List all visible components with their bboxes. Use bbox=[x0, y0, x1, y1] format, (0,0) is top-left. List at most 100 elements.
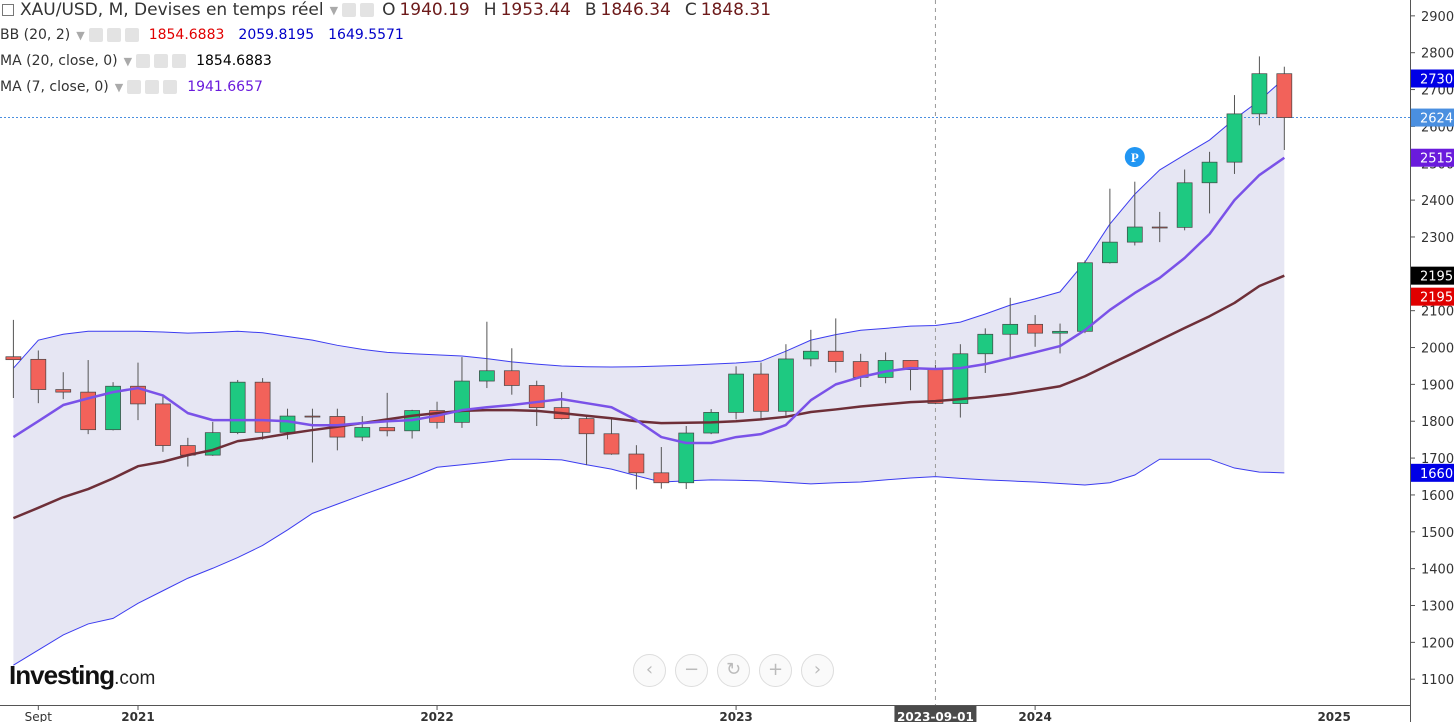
candle-body bbox=[778, 358, 794, 412]
ohlc-letter: O bbox=[382, 0, 396, 20]
candle-body bbox=[279, 415, 296, 433]
caret[interactable]: ▼ bbox=[114, 80, 124, 94]
y-tick-label: 2300 bbox=[1421, 231, 1454, 246]
x-tick-label: 2024 bbox=[1018, 710, 1051, 722]
indicator-value: 1649.5571 bbox=[328, 27, 404, 43]
candle-body bbox=[977, 333, 994, 355]
candle-body bbox=[902, 360, 919, 370]
axis-marker-label: 2195. bbox=[1420, 291, 1454, 306]
candle-body bbox=[528, 385, 545, 408]
indicator-name: MA (20, close, 0) bbox=[0, 53, 118, 69]
candle-body bbox=[229, 381, 246, 434]
x-tick-label: 2022 bbox=[420, 710, 453, 722]
band-lower bbox=[13, 458, 1285, 666]
indicator-row: BB (20, 2) ▼ 1854.6883 2059.8195 1649.557… bbox=[0, 26, 418, 44]
y-tick-label: 1300 bbox=[1421, 599, 1454, 614]
candle-body bbox=[254, 381, 271, 433]
candle-body bbox=[55, 389, 72, 393]
candle-body bbox=[80, 391, 97, 431]
axis-marker-label: 2624. bbox=[1420, 112, 1454, 127]
indicator-value: 1854.6883 bbox=[196, 53, 272, 69]
y-tick-label: 1900 bbox=[1421, 378, 1454, 393]
candle-body bbox=[1077, 262, 1093, 332]
gear-icon[interactable] bbox=[145, 80, 160, 94]
gear-icon[interactable] bbox=[106, 28, 121, 42]
ohlc-value: 1846.34 bbox=[600, 0, 671, 20]
candle-body bbox=[304, 415, 321, 418]
collapse-icon[interactable] bbox=[2, 4, 14, 16]
candle-body bbox=[1226, 113, 1243, 163]
y-tick-label: 2900 bbox=[1421, 10, 1454, 25]
caret[interactable]: ▼ bbox=[123, 54, 133, 68]
axis-marker-label: 1660. bbox=[1420, 467, 1454, 482]
close-icon[interactable] bbox=[172, 54, 187, 68]
axis-marker-label: 2515. bbox=[1420, 152, 1454, 167]
candle-body bbox=[578, 418, 595, 435]
candle-body bbox=[1002, 323, 1019, 335]
axis-marker bbox=[1411, 463, 1454, 482]
ohlc-letter: B bbox=[584, 0, 597, 20]
logo: Investing.com bbox=[9, 660, 155, 691]
ohlc-value: 1940.19 bbox=[399, 0, 470, 20]
ohlc-value: 1848.31 bbox=[700, 0, 772, 20]
x-tick-label: Sept bbox=[25, 710, 53, 722]
candle-body bbox=[952, 353, 969, 404]
indicator-value: 1941.6657 bbox=[187, 79, 263, 95]
candle-body bbox=[1251, 73, 1268, 115]
indicator-row: MA (20, close, 0) ▼ 1854.6883 bbox=[0, 52, 286, 70]
candle-body bbox=[1276, 73, 1293, 118]
candle-body bbox=[927, 369, 944, 404]
candle-body bbox=[802, 350, 819, 360]
zoom-in-button[interactable]: + bbox=[759, 654, 792, 687]
eye-icon[interactable] bbox=[88, 28, 103, 42]
eye-icon[interactable] bbox=[342, 3, 357, 17]
axis-marker bbox=[1411, 266, 1454, 285]
candle-body bbox=[1052, 330, 1068, 334]
y-tick-label: 1400 bbox=[1421, 563, 1454, 578]
header-row: XAU/USD, M, Devises en temps réel ▼ O 194… bbox=[0, 0, 785, 20]
axis-marker bbox=[1411, 287, 1454, 306]
eye-icon[interactable] bbox=[136, 54, 151, 68]
candle-body bbox=[379, 427, 396, 432]
y-tick-label: 1500 bbox=[1421, 526, 1454, 541]
crosshair-label-bg bbox=[894, 706, 977, 722]
eye-icon[interactable] bbox=[127, 80, 142, 94]
candle-body bbox=[877, 360, 894, 378]
scroll-right-button[interactable]: › bbox=[801, 654, 834, 687]
logo-text: Investing bbox=[9, 660, 115, 690]
candle-body bbox=[5, 356, 22, 361]
candle-body bbox=[479, 370, 495, 382]
close-icon[interactable] bbox=[124, 28, 139, 42]
candle-body bbox=[827, 350, 844, 362]
close-icon[interactable] bbox=[163, 80, 178, 94]
candle-body bbox=[1126, 226, 1143, 243]
event-label: P bbox=[1131, 150, 1139, 165]
gear-icon[interactable] bbox=[360, 3, 375, 17]
ohlc-letter: C bbox=[684, 0, 697, 20]
zoom-out-button[interactable]: − bbox=[675, 654, 708, 687]
indicator-value: 2059.8195 bbox=[238, 27, 315, 43]
candle-body bbox=[628, 453, 645, 474]
candle-body bbox=[155, 403, 171, 446]
gear-icon[interactable] bbox=[154, 54, 169, 68]
candle-body bbox=[454, 380, 470, 423]
candle-body bbox=[1027, 323, 1043, 334]
candle-body bbox=[678, 432, 695, 484]
ohlc-value: 1953.44 bbox=[500, 0, 571, 20]
axis-marker bbox=[1411, 69, 1454, 88]
reset-button[interactable]: ↻ bbox=[717, 654, 750, 687]
candle-body bbox=[1201, 161, 1218, 184]
y-tick-label: 1200 bbox=[1421, 636, 1454, 651]
y-tick-label: 1600 bbox=[1421, 489, 1454, 504]
candle-body bbox=[30, 358, 47, 390]
y-tick-label: 2800 bbox=[1421, 47, 1454, 62]
y-tick-label: 2400 bbox=[1421, 194, 1454, 209]
candle-body bbox=[603, 433, 620, 455]
candle-body bbox=[130, 385, 146, 405]
x-tick-label: 2025 bbox=[1317, 710, 1350, 722]
scroll-left-button[interactable]: ‹ bbox=[633, 654, 666, 687]
caret[interactable]: ▼ bbox=[329, 3, 339, 17]
caret[interactable]: ▼ bbox=[76, 28, 85, 42]
candle-body bbox=[105, 385, 121, 431]
